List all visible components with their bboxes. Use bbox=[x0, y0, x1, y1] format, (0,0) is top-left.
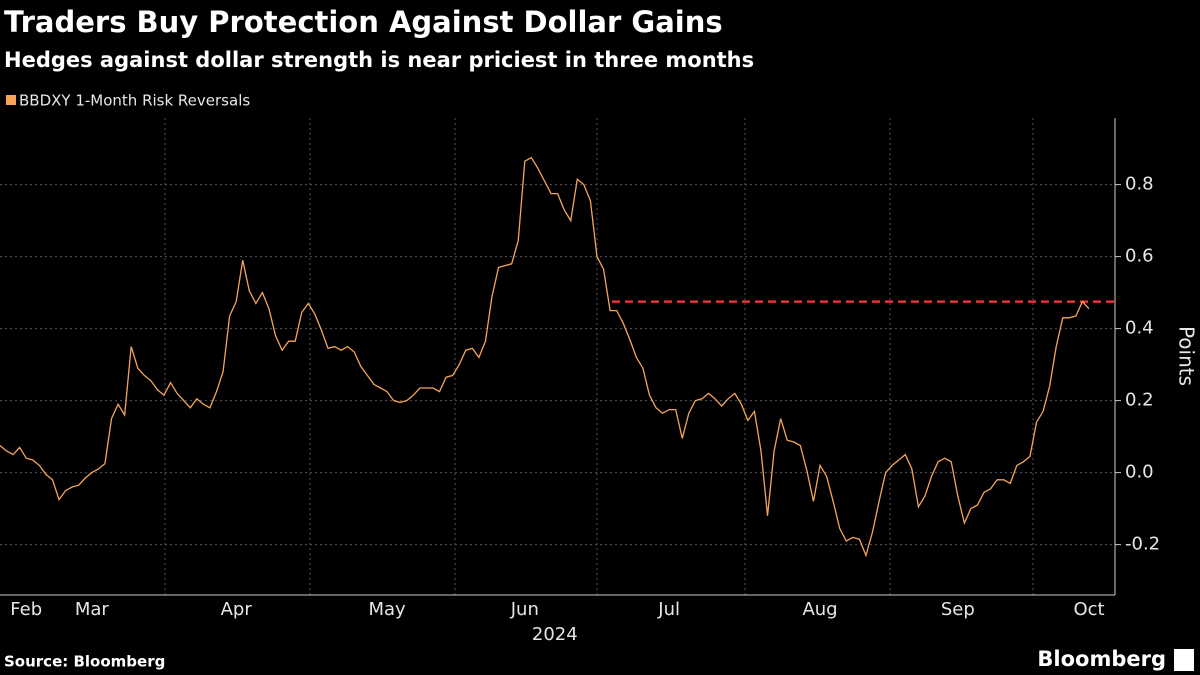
x-tick-label: Aug bbox=[802, 599, 837, 620]
data-line bbox=[0, 156, 1090, 558]
y-tick-label: 0.2 bbox=[1125, 390, 1154, 411]
legend-swatch bbox=[6, 95, 16, 105]
x-sublabel: 2024 bbox=[532, 624, 578, 645]
x-tick-label: Feb bbox=[10, 599, 42, 620]
y-tick-label: 0.6 bbox=[1125, 246, 1154, 267]
x-tick-label: Apr bbox=[221, 599, 253, 620]
y-tick-label: 0.4 bbox=[1125, 318, 1154, 339]
brand-icon bbox=[1174, 649, 1194, 671]
x-tick-label: Sep bbox=[941, 599, 975, 620]
x-tick-label: Jun bbox=[510, 599, 539, 620]
x-tick-label: Mar bbox=[75, 599, 110, 620]
source: Source: Bloomberg bbox=[4, 653, 165, 671]
legend-label: BBDXY 1-Month Risk Reversals bbox=[19, 92, 250, 110]
y-axis-label: Points bbox=[1175, 326, 1199, 386]
x-tick-label: Oct bbox=[1073, 599, 1104, 620]
chart-title: Traders Buy Protection Against Dollar Ga… bbox=[4, 5, 723, 39]
x-tick-label: May bbox=[368, 599, 406, 620]
brand: Bloomberg bbox=[1037, 647, 1166, 671]
y-tick-label: 0.8 bbox=[1125, 174, 1154, 195]
y-tick-label: 0.0 bbox=[1125, 462, 1154, 483]
x-tick-label: Jul bbox=[657, 599, 680, 620]
chart-subtitle: Hedges against dollar strength is near p… bbox=[4, 48, 754, 72]
y-tick-label: -0.2 bbox=[1125, 534, 1160, 555]
